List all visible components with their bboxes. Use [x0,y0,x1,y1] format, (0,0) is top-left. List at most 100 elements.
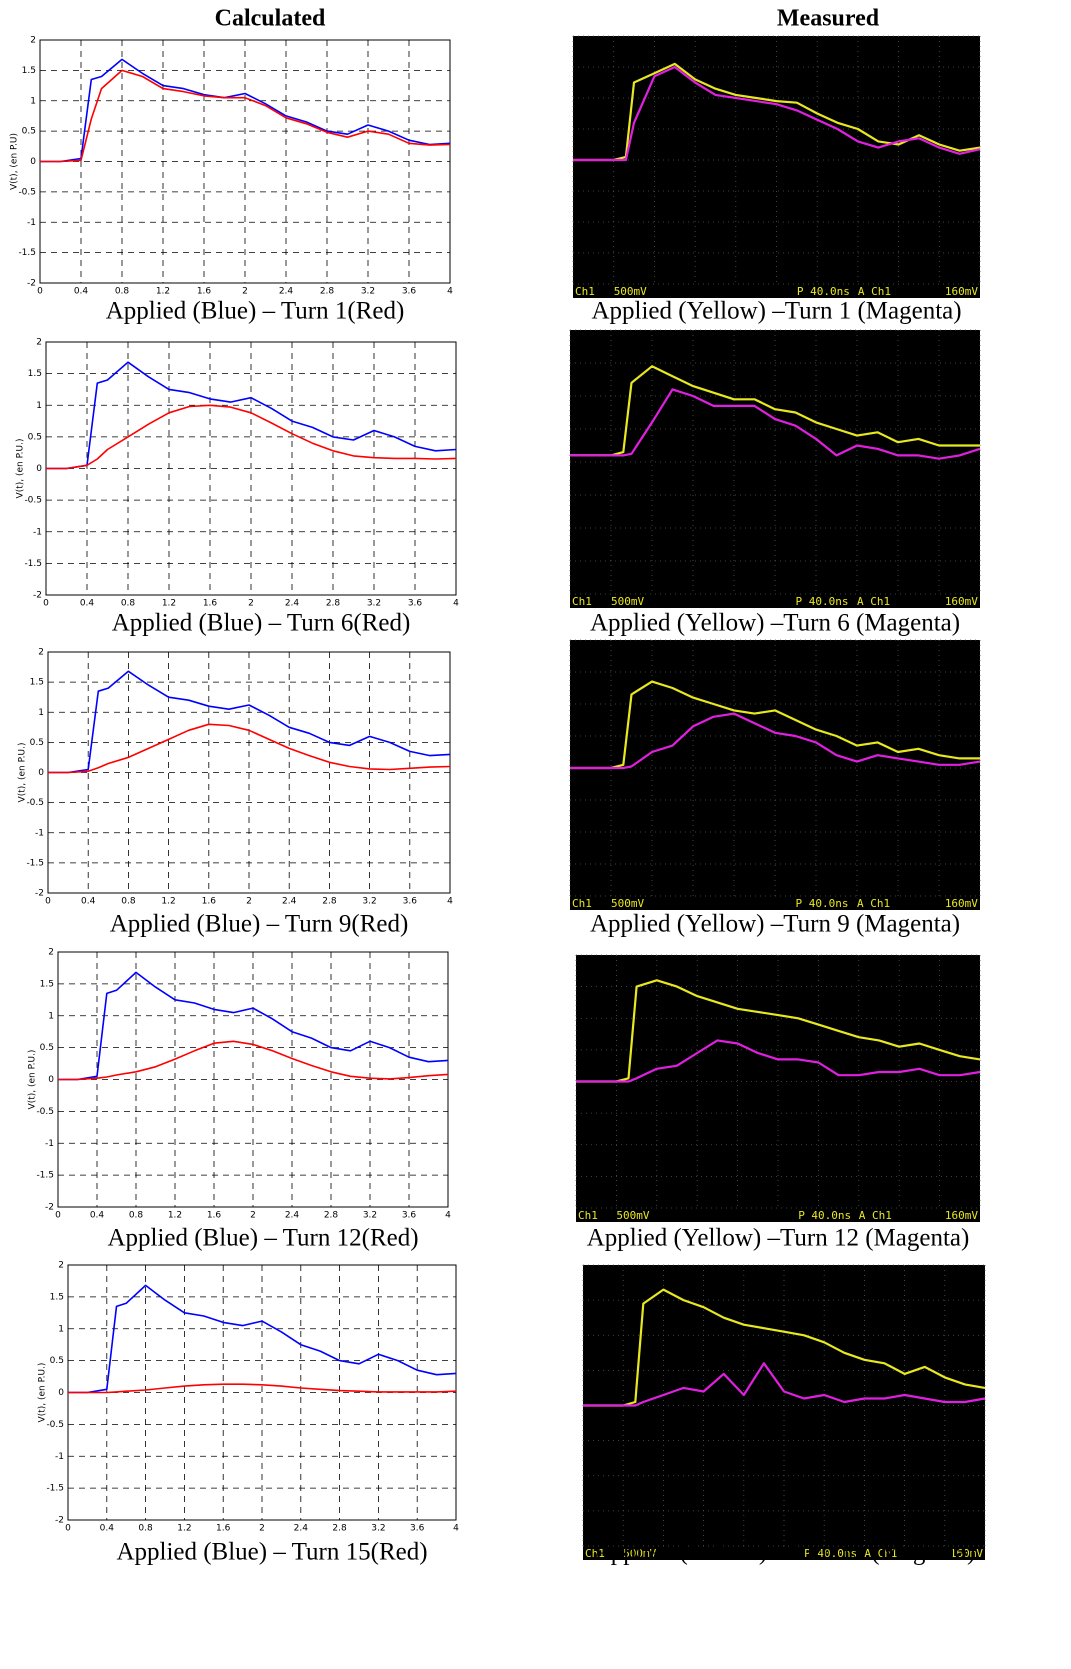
tick-label: 1 [48,1011,54,1021]
scope-readout: A Ch1 [857,595,890,608]
tick-label: 0.8 [121,897,136,907]
scope-readout: 160mV [945,897,978,910]
tick-label: 2 [248,599,254,609]
tick-label: 2.8 [320,287,335,297]
tick-label: 3.6 [403,897,418,907]
tick-label: 2 [38,648,44,658]
tick-label: 2 [48,948,54,958]
caption: Applied (Blue) – Turn 1(Red) [106,298,405,325]
tick-label: 4 [445,1211,451,1221]
caption: Applied (Blue) – Turn 15(Red) [116,1539,427,1566]
tick-label: 2.4 [285,599,300,609]
tick-label: 1 [30,96,36,106]
tick-label: 3.2 [367,599,381,609]
tick-label: 3.6 [408,599,423,609]
tick-label: 0 [38,768,44,778]
tick-label: 2 [58,1261,64,1271]
tick-label: 0 [36,464,42,474]
tick-label: 0 [30,157,36,167]
column-heading: Calculated [215,6,326,32]
caption: Applied (Yellow) –Turn 15 (Magenta) [593,1539,976,1566]
tick-label: 1 [36,401,42,411]
tick-label: -1 [27,218,36,228]
tick-label: 0.8 [121,599,136,609]
tick-label: 1.2 [156,287,170,297]
scope-readout: P 40.0ns [796,897,849,910]
scope-readout: 160mV [945,285,978,298]
scope-readout: P 40.0ns [796,595,849,608]
tick-label: -0.5 [24,496,42,506]
tick-label: 1.2 [161,897,175,907]
tick-label: -1.5 [18,248,36,258]
tick-label: 3.2 [363,1211,377,1221]
caption: Applied (Yellow) –Turn 9 (Magenta) [590,911,960,938]
tick-label: 0 [55,1211,61,1221]
tick-label: 1.6 [207,1211,222,1221]
tick-label: 2.4 [285,1211,300,1221]
tick-label: 2 [259,1524,265,1534]
tick-label: -2 [35,889,44,899]
tick-label: 2.8 [324,1211,339,1221]
caption: Applied (Yellow) –Turn 1 (Magenta) [591,298,961,325]
tick-label: 1.6 [203,599,218,609]
column-heading: Measured [777,6,880,32]
tick-label: 0.4 [90,1211,105,1221]
caption: Applied (Blue) – Turn 12(Red) [107,1225,418,1252]
scope-readout: 160mV [945,595,978,608]
y-axis-label: V(t), (en P.U.) [38,1363,48,1423]
tick-label: 1.6 [216,1524,231,1534]
caption: Applied (Blue) – Turn 6(Red) [112,610,411,637]
tick-label: 0 [58,1388,64,1398]
tick-label: 4 [453,599,459,609]
tick-label: 2 [36,338,42,348]
tick-label: 4 [447,897,453,907]
tick-label: -2 [55,1516,64,1526]
tick-label: -0.5 [36,1107,54,1117]
caption: Applied (Yellow) –Turn 12 (Magenta) [587,1225,970,1252]
tick-label: 3.2 [371,1524,385,1534]
tick-label: 0.5 [30,738,44,748]
tick-label: 0.8 [129,1211,144,1221]
scope-readout: Ch1 [572,897,592,910]
tick-label: 0 [48,1075,54,1085]
tick-label: -0.5 [46,1420,64,1430]
tick-label: -1 [55,1452,64,1462]
scope-readout: Ch1 [578,1209,598,1222]
tick-label: 1.2 [177,1524,191,1534]
tick-label: 3.6 [410,1524,425,1534]
tick-label: 1.6 [202,897,217,907]
tick-label: -1.5 [36,1171,54,1181]
tick-label: 0.5 [28,432,42,442]
scope-readout: A Ch1 [859,1209,892,1222]
tick-label: 0.4 [80,599,95,609]
tick-label: -2 [27,279,36,289]
tick-label: 2.4 [282,897,297,907]
tick-label: -1 [45,1139,54,1149]
tick-label: 1.5 [28,369,42,379]
caption: Applied (Yellow) –Turn 6 (Magenta) [590,610,960,637]
tick-label: -2 [33,591,42,601]
y-axis-label: V(t), (en P.U.) [28,1050,38,1110]
tick-label: 0.4 [100,1524,115,1534]
scope-readout: A Ch1 [858,285,891,298]
scope-readout: 160mV [945,1209,978,1222]
tick-label: 0.8 [115,287,130,297]
tick-label: 0 [37,287,43,297]
tick-label: 2.8 [332,1524,347,1534]
scope-readout: A Ch1 [857,897,890,910]
tick-label: 0.5 [40,1043,54,1053]
tick-label: 0.4 [81,897,96,907]
caption: Applied (Blue) – Turn 9(Red) [110,911,409,938]
tick-label: 1.2 [162,599,176,609]
tick-label: 2 [250,1211,256,1221]
tick-label: 4 [447,287,453,297]
tick-label: 1.2 [168,1211,182,1221]
y-axis-label: V(t), (en P.U.) [16,439,26,499]
tick-label: 0.4 [74,287,89,297]
tick-label: 4 [453,1524,459,1534]
scope-readout: Ch1 [572,595,592,608]
tick-label: 1.5 [50,1292,64,1302]
tick-label: 0 [45,897,51,907]
tick-label: 1.6 [197,287,212,297]
scope-readout: P 40.0ns [797,285,850,298]
